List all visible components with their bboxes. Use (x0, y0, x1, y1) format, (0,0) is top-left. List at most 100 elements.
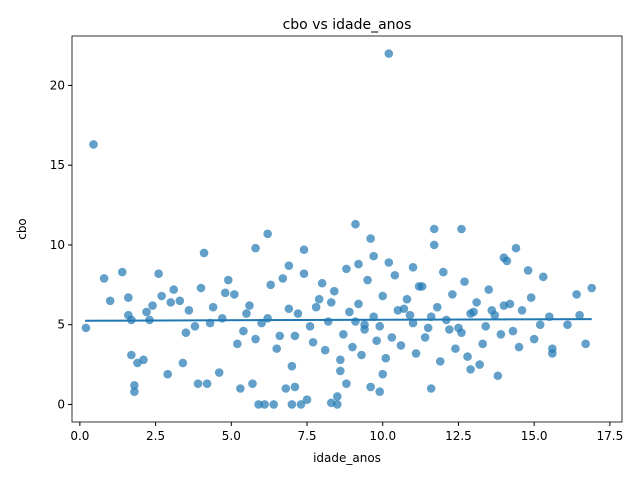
point (117, 267, 127, 277)
point (487, 306, 497, 315)
point (366, 234, 375, 243)
x-tick-label: 5.0 (222, 429, 241, 443)
point (220, 288, 230, 298)
point (457, 224, 466, 234)
point (89, 140, 98, 149)
y-tick-label: 20 (50, 78, 65, 92)
point (142, 307, 151, 317)
point (202, 379, 212, 389)
point (502, 256, 512, 266)
point (196, 283, 206, 293)
point (402, 294, 412, 304)
point (363, 275, 372, 285)
point (445, 325, 454, 334)
point (478, 339, 487, 349)
point (378, 369, 388, 379)
point (230, 290, 239, 299)
point (157, 291, 166, 301)
point (305, 321, 315, 331)
point (408, 318, 418, 328)
point (269, 400, 279, 409)
y-tick-label: 15 (50, 158, 65, 172)
point (278, 274, 288, 283)
point (493, 371, 503, 381)
point (290, 382, 300, 392)
point (124, 293, 133, 302)
point (451, 344, 460, 353)
point (378, 291, 388, 301)
point (342, 379, 351, 389)
point (384, 258, 394, 267)
point (339, 329, 348, 339)
point (460, 277, 469, 286)
point (354, 299, 363, 309)
point (399, 304, 409, 314)
y-tick-label: 10 (50, 238, 65, 252)
point (448, 290, 457, 299)
point (336, 355, 345, 365)
point (351, 317, 360, 326)
point (454, 323, 463, 333)
point (390, 270, 400, 280)
point (529, 334, 539, 344)
point (408, 262, 418, 272)
x-tick-label: 7.5 (297, 429, 316, 443)
point (299, 245, 309, 255)
point (333, 392, 342, 401)
point (463, 352, 472, 361)
point (466, 365, 475, 374)
point (287, 400, 297, 409)
point (263, 314, 272, 323)
point (351, 219, 360, 229)
point (581, 339, 590, 349)
point (572, 290, 581, 299)
point (302, 395, 312, 404)
x-tick-label: 12.5 (445, 429, 472, 443)
x-tick-label: 0.0 (70, 429, 89, 443)
point (526, 293, 536, 302)
point (208, 302, 218, 312)
point (166, 298, 176, 307)
point (426, 384, 436, 393)
point (242, 309, 251, 318)
point (396, 341, 406, 350)
point (272, 344, 282, 353)
point (193, 379, 203, 389)
point (266, 280, 275, 290)
point (299, 269, 309, 278)
x-tick-label: 17.5 (597, 429, 624, 443)
point (287, 361, 297, 371)
point (81, 323, 91, 333)
point (514, 342, 524, 352)
point (472, 298, 481, 307)
point (169, 285, 179, 294)
point (217, 314, 227, 323)
x-tick-label: 10.0 (369, 429, 396, 443)
point (439, 267, 448, 277)
x-axis-label: idade_anos (313, 451, 381, 465)
point (535, 320, 545, 330)
point (251, 334, 260, 344)
point (199, 248, 209, 258)
point (384, 49, 394, 58)
x-tick-label: 2.5 (146, 429, 165, 443)
point (148, 301, 157, 310)
point (254, 400, 263, 409)
point (511, 243, 521, 253)
point (505, 299, 515, 309)
point (336, 366, 345, 376)
point (317, 278, 327, 288)
point (381, 353, 391, 363)
point (323, 317, 333, 326)
point (348, 342, 357, 352)
point (223, 275, 233, 285)
point (405, 310, 415, 320)
point (320, 345, 330, 355)
point (248, 379, 257, 389)
point (414, 282, 424, 291)
point (214, 368, 224, 377)
point (233, 339, 242, 349)
point (178, 358, 188, 368)
y-axis-label: cbo (15, 218, 29, 240)
